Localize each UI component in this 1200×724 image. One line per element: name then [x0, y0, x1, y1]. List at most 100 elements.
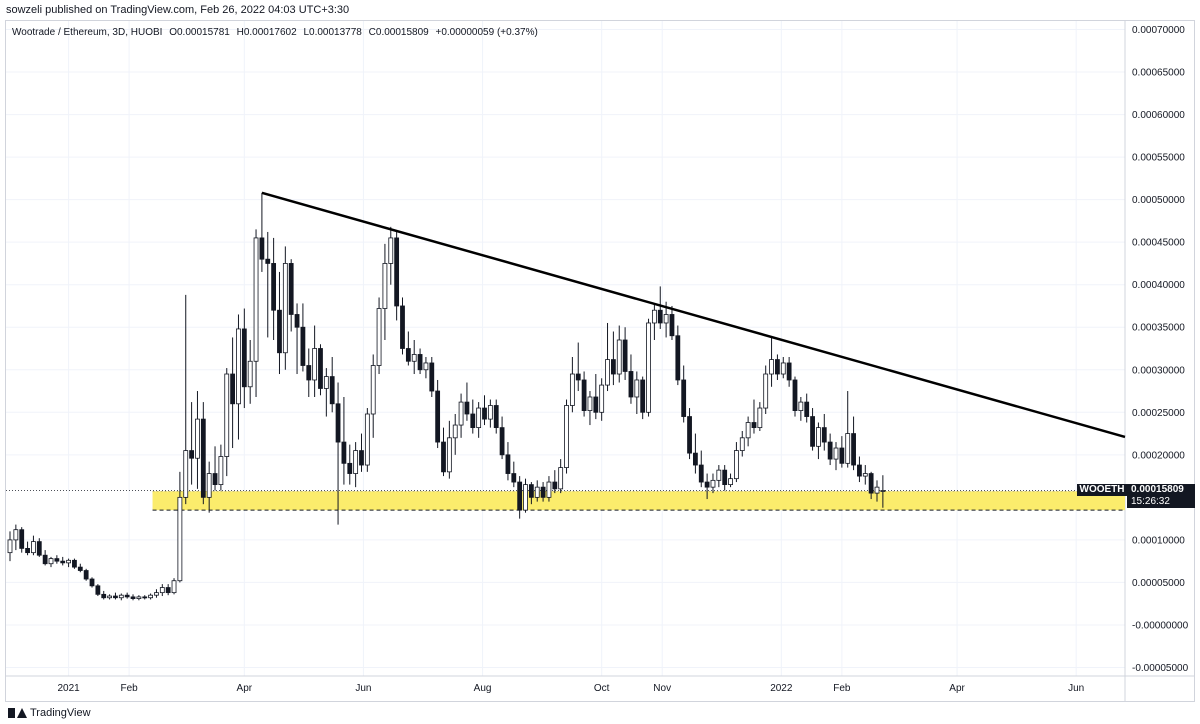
candle-down — [821, 414, 827, 451]
candle-down — [42, 550, 48, 566]
candle-body — [212, 473, 218, 486]
candle-body — [810, 416, 815, 447]
candle-up — [716, 465, 722, 488]
candle-up — [757, 402, 763, 432]
candle-body — [195, 418, 200, 459]
chart-frame[interactable] — [5, 20, 1195, 702]
time-tick-label: 2022 — [770, 683, 793, 694]
candle-body — [154, 592, 159, 596]
candle-body — [89, 578, 95, 587]
candle-down — [499, 416, 505, 460]
candle-body — [628, 371, 634, 398]
candle-body — [435, 390, 441, 443]
candle-body — [277, 309, 282, 354]
candle-up — [599, 378, 605, 421]
candle-body — [505, 454, 511, 474]
candle-body — [464, 401, 470, 415]
candle-body — [124, 594, 130, 598]
candle-down — [101, 590, 107, 600]
trendline[interactable] — [261, 191, 1126, 439]
ohlc-low: L0.00013778 — [303, 27, 362, 38]
time-tick-label: Oct — [594, 683, 610, 694]
candle-body — [511, 473, 517, 483]
candle-up — [769, 337, 774, 387]
price-tick-label: 0.00050000 — [1132, 195, 1185, 206]
candle-down — [142, 595, 148, 600]
candle-down — [511, 461, 517, 488]
candle-up — [148, 593, 153, 600]
candle-body — [599, 384, 605, 413]
time-tick-label: Feb — [833, 683, 851, 694]
price-tick-label: -0.00005000 — [1132, 663, 1189, 674]
candle-down — [640, 376, 646, 420]
candle-up — [107, 594, 112, 600]
candle-body — [722, 469, 728, 486]
candle-body — [347, 462, 353, 474]
candle-up — [177, 471, 183, 583]
candle-up — [845, 391, 851, 468]
tradingview-logo-icon — [8, 708, 27, 718]
candle-body — [792, 379, 798, 411]
candle-body — [19, 529, 25, 549]
candle-down — [54, 555, 60, 564]
candle-down — [851, 416, 856, 471]
candle-up — [476, 402, 482, 438]
candle-down — [868, 471, 874, 500]
publisher-credit: sowzeli published on TradingView.com, Fe… — [6, 4, 350, 16]
candle-body — [610, 359, 616, 375]
candle-body — [458, 401, 464, 426]
candle-down — [628, 354, 634, 404]
candle-body — [517, 481, 523, 511]
candle-body — [446, 437, 452, 473]
candle-up — [48, 556, 54, 568]
candle-body — [77, 566, 83, 571]
candle-down — [827, 433, 833, 466]
candle-body — [523, 484, 528, 511]
candle-body — [452, 424, 458, 439]
candle-down — [540, 482, 546, 502]
candle-body — [370, 365, 376, 415]
candle-down — [552, 470, 558, 494]
candle-body — [775, 359, 780, 375]
candle-body — [734, 450, 739, 480]
candle-up — [159, 584, 165, 597]
candle-body — [376, 308, 382, 366]
candle-up — [616, 325, 622, 383]
candle-down — [528, 482, 534, 505]
candle-up — [388, 226, 394, 285]
candle-body — [874, 486, 880, 494]
candle-up — [546, 476, 552, 502]
candle-down — [751, 399, 757, 434]
candle-body — [83, 570, 89, 580]
candle-body — [482, 407, 487, 420]
candle-up — [558, 459, 564, 494]
axis-separators — [6, 21, 1195, 702]
candle-body — [816, 427, 821, 447]
candle-down — [318, 344, 323, 396]
candle-down — [693, 433, 698, 474]
candle-body — [552, 481, 558, 490]
candle-down — [294, 303, 300, 375]
candle-body — [101, 593, 107, 599]
candle-up — [710, 473, 716, 494]
candle-down — [675, 325, 681, 386]
candle-up — [171, 578, 177, 595]
candle-up — [382, 243, 388, 340]
symbol-name[interactable]: Wootrade / Ethereum, 3D, HUOBI — [12, 27, 163, 38]
time-axis[interactable]: 2021 Feb Apr Jun Aug Oct Nov 2022 Feb Apr Jun — [57, 683, 1084, 694]
candle-down — [130, 594, 136, 601]
candle-up — [874, 480, 880, 502]
candle-body — [698, 464, 704, 483]
candle-down — [417, 348, 423, 375]
price-tick-label: 0.00020000 — [1132, 450, 1185, 461]
candle-up — [569, 357, 575, 413]
candle-body — [230, 373, 236, 405]
candle-body — [318, 348, 323, 389]
candle-body — [646, 322, 651, 413]
tradingview-logo[interactable]: TradingView — [8, 707, 91, 719]
candle-body — [605, 359, 610, 386]
candle-body — [827, 441, 833, 460]
candle-body — [704, 481, 710, 488]
price-axis[interactable]: 0.00070000 0.00065000 0.00060000 0.00055000… — [1132, 25, 1189, 674]
